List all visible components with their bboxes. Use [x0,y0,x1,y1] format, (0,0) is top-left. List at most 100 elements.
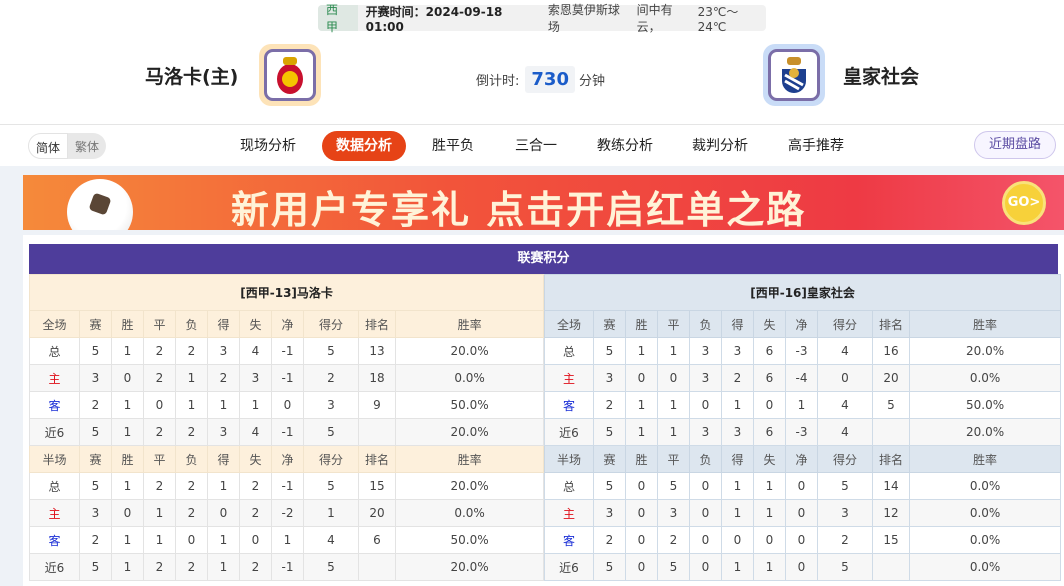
table-cell: 0.0% [908,553,1062,581]
table-cell: 1 [303,499,359,527]
table-cell: 1 [271,526,304,554]
table-cell: 9 [358,391,396,419]
match-info-bar: 西甲 开赛时间：2024-09-18 01:00 索恩莫伊斯球场 间中有云， 2… [318,3,766,34]
promo-banner[interactable]: 新用户专享礼 点击开启红单之路 GO> [23,175,1064,230]
table-cell: 0 [657,364,690,392]
table-cell: 18 [358,364,396,392]
table-cell: 15 [358,472,396,500]
table-cell [358,418,396,446]
table-cell: 0 [753,391,786,419]
column-header: 赛 [79,445,112,473]
table-cell: 1 [111,553,144,581]
row-label: 客 [29,391,80,419]
tab-expert-picks[interactable]: 高手推荐 [788,138,844,154]
table-cell: 1 [207,553,240,581]
recent-handicap-button[interactable]: 近期盘路 [973,131,1056,159]
home-team-name[interactable]: 马洛卡(主) [145,66,239,88]
table-cell: 2 [657,526,690,554]
table-cell: 6 [753,364,786,392]
table-cell: 20.0% [908,337,1062,365]
column-header: 净 [271,445,304,473]
table-cell: 0 [271,391,304,419]
row-label: 近6 [544,418,594,446]
table-cell: 4 [817,391,873,419]
tab-coach-analysis[interactable]: 教练分析 [597,138,653,154]
table-cell: 2 [175,418,208,446]
table-cell: 0 [689,472,722,500]
column-header: 得 [207,445,240,473]
table-cell: 2 [143,418,176,446]
time-label: 开赛时间： [365,4,426,19]
column-header: 胜率 [908,310,1062,338]
table-cell: 3 [303,391,359,419]
table-row: 客 2 0 2 0 0 0 0 2 15 0.0% [544,526,1062,554]
language-toggle[interactable]: 简体 繁体 [28,133,107,159]
table-cell: 3 [207,337,240,365]
table-cell: -4 [785,364,818,392]
go-button[interactable]: GO> [1002,181,1046,225]
countdown-unit: 分钟 [578,74,605,89]
table-cell: -3 [785,337,818,365]
table-cell: 1 [143,499,176,527]
column-header: 负 [689,310,722,338]
table-cell: 1 [207,526,240,554]
table-cell: 3 [689,364,722,392]
away-team-logo[interactable] [763,44,825,106]
table-cell: 6 [753,418,786,446]
tab-live-analysis[interactable]: 现场分析 [240,138,296,154]
table-cell: 5 [79,553,112,581]
table-cell: -3 [785,418,818,446]
table-cell: 0 [175,526,208,554]
table-cell: 0.0% [908,499,1062,527]
lang-simplified[interactable]: 简体 [28,133,69,159]
tab-win-draw-loss[interactable]: 胜平负 [432,138,474,154]
table-row: 总 5 0 5 0 1 1 0 5 14 0.0% [544,472,1062,500]
table-cell: 0.0% [908,364,1062,392]
table-cell: 2 [175,553,208,581]
table-row: 总 5 1 2 2 3 4 -1 5 13 20.0% [29,337,545,365]
table-cell: -2 [271,499,304,527]
header-row: 半场赛胜平负得失净得分 排名 胜率 [544,445,1062,473]
table-cell: 20.0% [908,418,1062,446]
table-row: 客 2 1 1 0 1 0 1 4 5 50.0% [544,391,1062,419]
table-cell: 3 [593,499,626,527]
column-header: 失 [753,445,786,473]
column-header: 排名 [872,310,910,338]
table-cell: 1 [111,526,144,554]
away-team-name[interactable]: 皇家社会 [843,66,920,88]
table-cell: 0 [785,499,818,527]
tab-referee-analysis[interactable]: 裁判分析 [692,138,748,154]
column-header: 得分 [817,310,873,338]
table-cell: 6 [753,337,786,365]
table-cell: 1 [721,472,754,500]
table-cell: 3 [593,364,626,392]
table-row: 主 3 0 3 0 1 1 0 3 12 0.0% [544,499,1062,527]
home-team-logo[interactable] [259,44,321,106]
table-cell: 2 [79,391,112,419]
table-cell: 1 [657,337,690,365]
table-cell: 1 [657,418,690,446]
table-cell: 0 [689,499,722,527]
column-header: 胜率 [394,310,545,338]
table-cell: -1 [271,364,304,392]
column-header: 胜 [625,310,658,338]
table-cell: 2 [175,499,208,527]
table-cell: 5 [303,553,359,581]
tab-three-in-one[interactable]: 三合一 [515,138,557,154]
table-cell: 20 [872,364,910,392]
row-label: 总 [29,472,80,500]
tab-data-analysis[interactable]: 数据分析 [322,131,406,161]
table-cell: 0 [143,391,176,419]
table-cell: 2 [817,526,873,554]
league-badge: 西甲 [318,3,358,34]
table-cell: 0 [111,364,144,392]
table-cell: 1 [239,391,272,419]
table-cell: 16 [872,337,910,365]
header-row: 全场赛胜平负得失净得分 排名 胜率 [29,310,545,338]
mallorca-crest-icon [277,57,303,94]
table-cell: 1 [111,337,144,365]
lang-traditional[interactable]: 繁体 [75,140,100,154]
table-cell: 0 [689,391,722,419]
table-cell: -1 [271,337,304,365]
row-label: 客 [544,526,594,554]
